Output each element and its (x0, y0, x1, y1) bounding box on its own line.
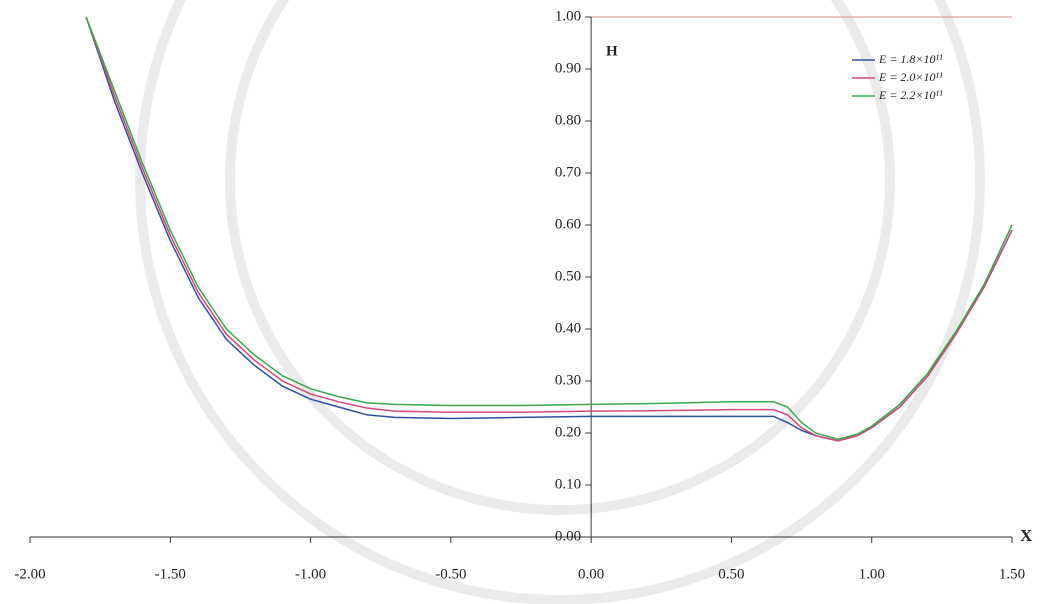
x-tick-label: -2.00 (14, 566, 45, 582)
x-tick-label: -1.50 (155, 566, 186, 582)
y-axis-label: H (606, 43, 618, 59)
series-line (85, 16, 1013, 441)
y-tick-label: 0.30 (555, 372, 581, 388)
y-tick-label: 0.70 (555, 164, 581, 180)
series-line (85, 16, 1013, 442)
x-tick-label: 1.50 (999, 566, 1025, 582)
legend: E = 1.8×10¹¹ E = 2.0×10¹¹ E = 2.2×10¹¹ (852, 52, 943, 102)
y-tick-label: 1.00 (555, 8, 581, 24)
legend-label: E = 1.8×10¹¹ (878, 52, 943, 66)
x-tick-label: -0.50 (435, 566, 466, 582)
legend-label: E = 2.0×10¹¹ (878, 70, 943, 84)
y-tick-label: 0.00 (555, 528, 581, 544)
watermark (135, 0, 985, 604)
y-tick-label: 0.20 (555, 424, 581, 440)
y-tick-label: 0.10 (555, 476, 581, 492)
x-tick-label: 1.00 (859, 566, 885, 582)
x-axis-label: X (1020, 526, 1033, 545)
x-tick-label: 0.50 (718, 566, 744, 582)
y-tick-label: 0.90 (555, 60, 581, 76)
x-tick-label: -1.00 (295, 566, 326, 582)
y-tick-label: 0.40 (555, 320, 581, 336)
y-tick-label: 0.50 (555, 268, 581, 284)
y-tick-label: 0.80 (555, 112, 581, 128)
legend-label: E = 2.2×10¹¹ (878, 88, 943, 102)
x-tick-label: 0.00 (578, 566, 604, 582)
y-tick-label: 0.60 (555, 216, 581, 232)
